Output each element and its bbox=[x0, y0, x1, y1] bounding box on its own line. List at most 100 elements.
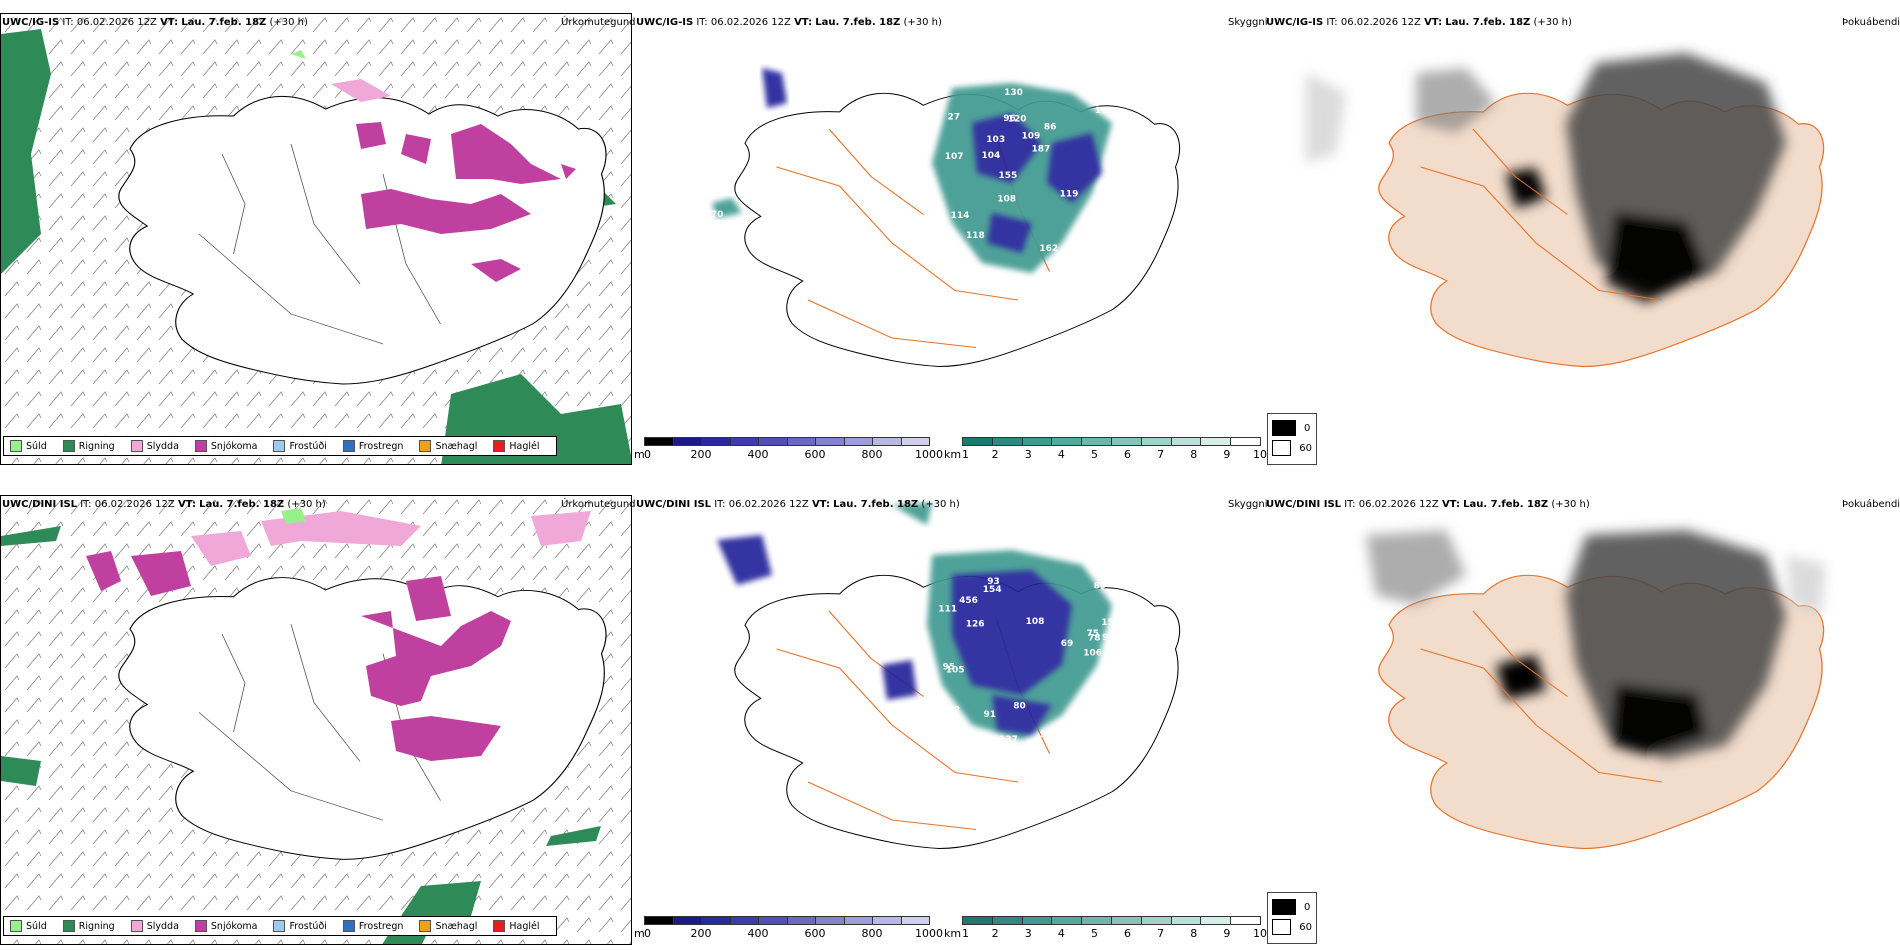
colorbar-segment bbox=[786, 916, 816, 925]
legend-item: Frostúði bbox=[273, 440, 327, 452]
legend-item: Haglél bbox=[493, 440, 540, 452]
colorbar-tick-label: 5 bbox=[1090, 448, 1098, 461]
colorbar-segment bbox=[1140, 916, 1172, 925]
colorbar-segment bbox=[991, 916, 1023, 925]
fog-legend-item: 60 bbox=[1272, 438, 1312, 458]
colorbar-tick-label: 10 bbox=[1253, 927, 1267, 940]
colorbar-segment bbox=[1170, 437, 1202, 446]
legend-item: Slydda bbox=[130, 920, 179, 932]
sleet-area bbox=[191, 531, 251, 566]
legend-swatch bbox=[62, 440, 75, 452]
height-colorbar: m 0 200 400 600 800 1000 bbox=[634, 437, 943, 461]
visibility-value-label: 456 bbox=[959, 596, 978, 606]
colorbar-tick-label: 0 bbox=[644, 448, 651, 461]
colorbar-tick-label: 600 bbox=[804, 448, 826, 461]
precip-panel-title: Úrkomutegund bbox=[561, 17, 636, 28]
it-label: IT: bbox=[714, 499, 726, 510]
legend-swatch bbox=[419, 920, 432, 932]
snow-areas bbox=[356, 122, 576, 282]
legend-item: Frostregn bbox=[342, 440, 403, 452]
rain-area bbox=[1, 756, 41, 786]
model-name: UWC/IG-IS bbox=[2, 17, 60, 28]
init-time: 06.02.2026 12Z bbox=[1358, 499, 1439, 510]
visibility-value-label: 89 bbox=[1094, 582, 1107, 592]
precip-map bbox=[1, 14, 631, 464]
it-label: IT: bbox=[1326, 17, 1338, 28]
visibility-value-label: 96 bbox=[1003, 114, 1016, 124]
visibility-value-label: 104 bbox=[982, 151, 1001, 161]
visibility-value-label: 132 bbox=[941, 706, 960, 716]
fog-legend-swatch bbox=[1272, 899, 1296, 915]
model-name: UWC/DINI ISL bbox=[1266, 499, 1342, 510]
colorbar-segment bbox=[1111, 437, 1142, 446]
visibility-value-label: 80 bbox=[1013, 701, 1026, 711]
vt-label: VT: bbox=[160, 17, 179, 28]
visibility-value-label: 82 bbox=[937, 239, 950, 249]
rain-area bbox=[1, 526, 61, 546]
colorbar-tick-label: 9 bbox=[1223, 448, 1231, 461]
colorbar-segment bbox=[872, 437, 902, 446]
visibility-value-label: 111 bbox=[938, 604, 957, 614]
vis-unit: km bbox=[944, 448, 962, 461]
legend-swatch bbox=[130, 440, 143, 452]
it-label: IT: bbox=[80, 499, 92, 510]
colorbar-segment bbox=[1021, 437, 1053, 446]
colorbar-segment bbox=[1051, 916, 1083, 925]
vis-colorbar: km 1 2 3 4 5 6 7 8 9 10 bbox=[944, 916, 1267, 940]
fog-legend-label: 60 bbox=[1299, 921, 1312, 933]
visibility-value-label: 107 bbox=[945, 152, 964, 162]
vt-label: VT: bbox=[794, 17, 813, 28]
valid-time: Lau. 7.feb. 18Z bbox=[1445, 17, 1531, 28]
colorbar-segment bbox=[1200, 916, 1232, 925]
colorbar-tick-label: 4 bbox=[1057, 448, 1065, 461]
fog-legend-swatch bbox=[1272, 919, 1292, 935]
colorbar-tick-label: 1000 bbox=[915, 927, 943, 940]
row1-precip-header: UWC/IG-IS IT: 06.02.2026 12Z VT: Lau. 7.… bbox=[2, 17, 308, 29]
legend-label: Rigning bbox=[78, 920, 115, 932]
row2-fog-panel: UWC/DINI ISL IT: 06.02.2026 12Z VT: Lau.… bbox=[1266, 495, 1900, 950]
colorbar-segment bbox=[872, 916, 902, 925]
legend-label: Haglél bbox=[509, 920, 540, 932]
sleet-area bbox=[331, 79, 391, 102]
colorbar-tick-label: 8 bbox=[1190, 927, 1198, 940]
legend-swatch bbox=[273, 920, 286, 932]
legend-swatch bbox=[342, 440, 355, 452]
visibility-value-label: 113 bbox=[1099, 711, 1118, 721]
legend-swatch bbox=[194, 920, 207, 932]
legend-item: Frostúði bbox=[273, 920, 327, 932]
model-name: UWC/IG-IS bbox=[1266, 17, 1324, 28]
valid-time: Lau. 7.feb. 18Z bbox=[199, 499, 285, 510]
legend-label: Snæhagl bbox=[435, 440, 478, 452]
fog-panel-title: Þokuábendi bbox=[1842, 17, 1900, 28]
visibility-value-label: 129 bbox=[943, 725, 962, 735]
legend-swatch bbox=[342, 920, 355, 932]
legend-item: Súld bbox=[10, 440, 47, 452]
visibility-value-label: 137 bbox=[999, 735, 1018, 745]
row1-vis-panel: 147 107 110 155 86 67 96 109 114 103 82 118 120 187 11… bbox=[632, 13, 1272, 465]
colorbar-segment bbox=[1200, 437, 1232, 446]
colorbar-segment bbox=[962, 916, 993, 925]
colorbar-segment bbox=[758, 916, 788, 925]
visibility-value-label: 99 bbox=[1040, 730, 1053, 740]
colorbar-tick-label: 6 bbox=[1124, 927, 1132, 940]
visibility-value-label: 93 bbox=[987, 577, 1000, 587]
legend-swatch bbox=[493, 440, 506, 452]
init-time: 06.02.2026 12Z bbox=[76, 17, 157, 28]
colorbar-tick-label: 2 bbox=[991, 927, 999, 940]
valid-time: Lau. 7.feb. 18Z bbox=[833, 499, 919, 510]
row2-fog-header: UWC/DINI ISL IT: 06.02.2026 12Z VT: Lau.… bbox=[1266, 499, 1590, 511]
colorbar-segment bbox=[672, 916, 702, 925]
colorbar-tick-label: 7 bbox=[1157, 927, 1165, 940]
colorbar-tick-label: 800 bbox=[861, 927, 883, 940]
colorbar-tick-label: 4 bbox=[1057, 927, 1065, 940]
visibility-value-label: 147 bbox=[1092, 247, 1111, 257]
legend-swatch bbox=[62, 920, 75, 932]
it-label: IT: bbox=[62, 17, 74, 28]
visibility-value-label: 120 bbox=[1008, 115, 1027, 125]
colorbar-tick-label: 2 bbox=[991, 448, 999, 461]
colorbar-segment bbox=[843, 916, 873, 925]
visibility-value-label: 91 bbox=[984, 710, 997, 720]
init-time: 06.02.2026 12Z bbox=[1340, 17, 1421, 28]
visibility-value-label: 153 bbox=[1101, 618, 1120, 628]
colorbar-segment bbox=[962, 437, 993, 446]
